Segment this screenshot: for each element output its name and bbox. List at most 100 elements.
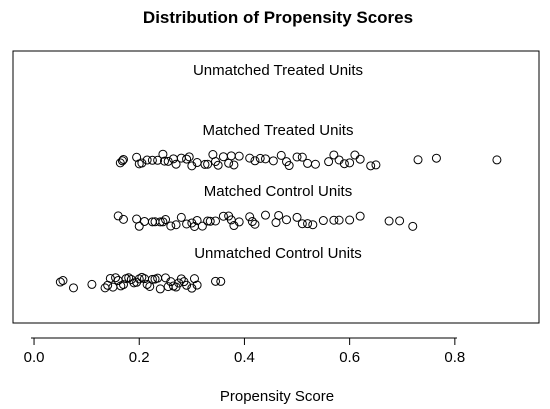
data-point [58,276,68,286]
group-label: Matched Control Units [204,183,352,200]
data-point [408,221,418,231]
data-point [371,160,381,170]
data-point [268,156,278,166]
data-point [355,154,365,164]
data-point [182,154,192,164]
data-point [308,220,318,230]
data-point [171,220,181,230]
data-point [329,215,339,225]
data-point [142,155,152,165]
data-point [260,154,270,164]
data-point [211,216,221,226]
x-axis-label: Propensity Score [220,388,334,405]
data-point [255,153,265,163]
data-point [384,216,394,226]
data-point [247,217,257,227]
data-point [176,212,186,222]
data-point [211,276,221,286]
data-point [297,152,307,162]
data-point [395,216,405,226]
x-tick-label: 0.4 [234,349,255,366]
data-point [205,216,215,226]
data-point [366,161,376,171]
data-point [187,283,197,293]
data-point [153,155,163,165]
chart-title: Distribution of Propensity Scores [143,8,413,27]
data-point [303,219,313,229]
data-point [158,217,168,227]
data-point [124,273,134,283]
data-point [345,215,355,225]
data-point [492,155,502,165]
data-point [166,221,176,231]
data-point [155,284,165,294]
data-point [118,280,128,290]
data-point [229,160,239,170]
data-point [161,273,171,283]
data-point [176,153,186,163]
data-point [213,160,223,170]
data-point [431,153,441,163]
data-point [310,159,320,169]
data-point [329,150,339,160]
data-point [274,210,284,220]
data-point [108,282,118,292]
data-point [203,159,213,169]
group-label: Unmatched Control Units [194,245,362,262]
data-point [234,217,244,227]
data-point [142,279,152,289]
data-point [413,155,423,165]
data-point [118,214,128,224]
data-point [276,150,286,160]
data-point [318,216,328,226]
data-point [350,150,360,160]
group-label: Unmatched Treated Units [193,62,363,79]
data-point [197,221,207,231]
data-point [182,219,192,229]
group-label: Matched Treated Units [203,122,354,139]
data-point [134,221,144,231]
data-point [115,158,125,168]
data-point [189,274,199,284]
data-point [137,158,147,168]
data-point [192,280,202,290]
data-point [292,212,302,222]
data-point [192,215,202,225]
data-point [250,219,260,229]
data-point [134,274,144,284]
data-point [132,152,142,162]
data-point [153,273,163,283]
data-point [171,159,181,169]
data-point [187,161,197,171]
data-point [87,279,97,289]
data-point [147,155,157,165]
data-point [182,280,192,290]
data-point [158,149,168,159]
x-axis-ticks: 0.0 0.2 0.4 0.6 0.8 [24,338,465,366]
data-point [140,216,149,226]
x-tick-label: 0.6 [339,349,360,366]
plot-frame [12,50,540,324]
data-point [245,153,255,163]
x-tick-label: 0.0 [24,349,45,366]
data-point [117,156,127,166]
data-point [292,152,302,162]
data-point [234,151,244,161]
data-point [355,211,365,221]
data-point [118,154,128,164]
data-points [55,149,502,294]
data-point [324,157,334,167]
data-point [216,276,226,286]
data-point [303,158,313,168]
data-point [163,156,173,166]
data-point [200,159,210,169]
data-point [147,274,157,284]
data-point [224,158,234,168]
x-tick-label: 0.8 [444,349,465,366]
data-point [334,215,344,225]
data-point [161,215,171,225]
data-point [159,156,169,166]
data-point [284,161,294,171]
data-point [245,212,255,222]
